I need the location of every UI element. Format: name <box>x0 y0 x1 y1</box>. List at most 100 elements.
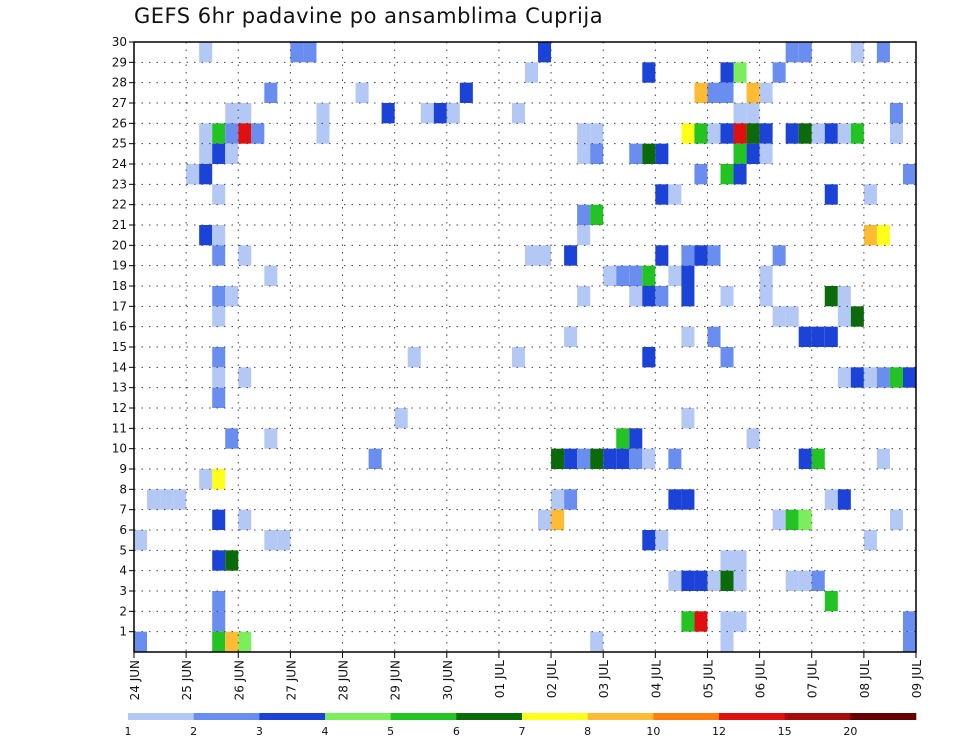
heatmap-cell <box>538 245 552 266</box>
heatmap-cell <box>511 347 525 368</box>
heatmap-cell <box>629 448 643 469</box>
y-tick-label: 30 <box>112 35 127 49</box>
y-tick-label: 21 <box>112 218 127 232</box>
y-tick-label: 25 <box>112 137 127 151</box>
heatmap-cell <box>720 286 734 307</box>
x-tick-label: 06 JUL <box>754 660 768 698</box>
y-tick-label: 6 <box>119 523 127 537</box>
heatmap-cell <box>668 265 682 286</box>
heatmap-cell <box>629 286 643 307</box>
heatmap-cell <box>850 123 864 144</box>
heatmap-cell <box>889 103 903 124</box>
heatmap-cell <box>681 265 695 286</box>
y-tick-label: 13 <box>112 381 127 395</box>
heatmap-cell <box>616 265 630 286</box>
heatmap-cell <box>668 184 682 205</box>
colorbar-label: 5 <box>387 725 394 738</box>
y-tick-label: 20 <box>112 238 127 252</box>
heatmap-cell <box>681 286 695 307</box>
heatmap-cell <box>863 367 877 388</box>
colorbar-label: 1 <box>125 725 132 738</box>
heatmap-cell <box>811 570 825 591</box>
heatmap-cell <box>798 42 812 63</box>
heatmap-cell <box>798 509 812 530</box>
heatmap-cell <box>199 469 213 490</box>
heatmap-cell <box>902 367 916 388</box>
heatmap-cell <box>199 164 213 185</box>
heatmap-cell <box>681 408 695 429</box>
heatmap-cell <box>902 164 916 185</box>
heatmap-cell <box>720 123 734 144</box>
heatmap-cell <box>746 82 760 103</box>
heatmap-cell <box>642 530 656 551</box>
heatmap-cell <box>707 570 721 591</box>
heatmap-cell <box>798 448 812 469</box>
heatmap-cell <box>603 448 617 469</box>
y-tick-label: 14 <box>112 360 127 374</box>
heatmap-cell <box>316 123 330 144</box>
heatmap-cell <box>772 245 786 266</box>
colorbar-swatch <box>325 713 391 720</box>
heatmap-cell <box>668 489 682 510</box>
heatmap-cell <box>837 306 851 327</box>
heatmap-cell <box>616 428 630 449</box>
heatmap-cell <box>785 42 799 63</box>
heatmap-cell <box>759 143 773 164</box>
x-tick-label: 02 JUL <box>545 660 559 698</box>
heatmap-cell <box>798 570 812 591</box>
heatmap-cell <box>720 82 734 103</box>
heatmap-cell <box>681 611 695 632</box>
y-tick-label: 24 <box>112 157 127 171</box>
heatmap-cell <box>368 448 382 469</box>
heatmap-cell <box>303 42 317 63</box>
heatmap-cell <box>564 448 578 469</box>
heatmap-cell <box>420 103 434 124</box>
colorbar-label: 7 <box>519 725 526 738</box>
axis-ticks: 1234567891011121314151617181920212223242… <box>112 35 924 700</box>
heatmap-cell <box>668 570 682 591</box>
heatmap-cell <box>642 347 656 368</box>
heatmap-cell <box>225 550 239 571</box>
heatmap-cell <box>642 62 656 83</box>
colorbar-swatch <box>128 713 194 720</box>
y-tick-label: 28 <box>112 76 127 90</box>
heatmap-cell <box>616 448 630 469</box>
heatmap-cell <box>759 82 773 103</box>
heatmap-cell <box>564 489 578 510</box>
heatmap-cell <box>199 143 213 164</box>
heatmap-cell <box>264 82 278 103</box>
heatmap-cell <box>538 509 552 530</box>
heatmap-cell <box>199 42 213 63</box>
heatmap-cell <box>238 245 252 266</box>
heatmap-cell <box>655 184 669 205</box>
y-tick-label: 1 <box>119 625 127 639</box>
x-tick-label: 01 JUL <box>493 660 507 698</box>
x-tick-label: 25 JUN <box>180 660 194 700</box>
x-tick-label: 24 JUN <box>128 660 142 700</box>
heatmap-cell <box>212 286 226 307</box>
colorbar-swatch <box>784 713 851 720</box>
heatmap-cell <box>525 245 539 266</box>
heatmap-cell <box>433 103 447 124</box>
heatmap-cell <box>668 448 682 469</box>
heatmap-cell <box>759 123 773 144</box>
heatmap-cell <box>186 164 200 185</box>
heatmap-cell <box>212 347 226 368</box>
heatmap-cell <box>889 367 903 388</box>
colorbar-swatch <box>653 713 720 720</box>
heatmap-cell <box>785 570 799 591</box>
heatmap-cell <box>629 428 643 449</box>
heatmap-cell <box>759 286 773 307</box>
heatmap-cell <box>160 489 174 510</box>
heatmap-cell <box>707 82 721 103</box>
colorbar-label: 20 <box>843 725 857 738</box>
heatmap-cell <box>225 631 239 652</box>
heatmap-cell <box>212 143 226 164</box>
heatmap-cell <box>225 428 239 449</box>
heatmap-cell <box>772 62 786 83</box>
heatmap-cell <box>863 184 877 205</box>
heatmap-cell <box>720 347 734 368</box>
heatmap-cell <box>681 570 695 591</box>
heatmap-cell <box>694 570 708 591</box>
heatmap-cell <box>746 103 760 124</box>
